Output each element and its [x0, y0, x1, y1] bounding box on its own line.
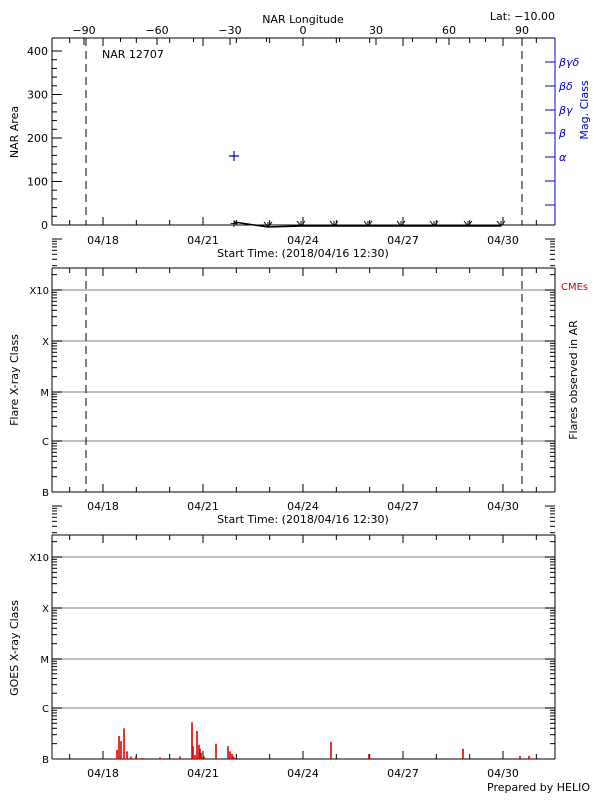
class-tick-label: M — [40, 388, 49, 399]
longitude-tick-label: 90 — [515, 24, 529, 37]
mag-class-label: βγδ — [558, 56, 580, 69]
class-tick-label: X — [42, 604, 49, 615]
class-tick-label: B — [42, 488, 49, 499]
x-tick-label: 04/24 — [287, 234, 319, 247]
longitude-tick-label: −60 — [145, 24, 168, 37]
region-title: NAR 12707 — [102, 48, 164, 61]
y-tick-label: 300 — [27, 89, 48, 102]
mag-class-label: α — [559, 151, 567, 164]
cme-legend: CMEs — [561, 282, 588, 293]
mag-class-label: β — [558, 127, 566, 140]
x-tick-label: 04/30 — [487, 767, 519, 780]
flare-class-axis-title: Flare X-ray Class — [8, 334, 21, 426]
x-tick-label: 04/24 — [287, 500, 319, 513]
x-tick-label: 04/30 — [487, 500, 519, 513]
x-tick-label: 04/21 — [187, 500, 219, 513]
x-tick-label: 04/18 — [87, 500, 119, 513]
y-tick-label: 200 — [27, 132, 48, 145]
nar-area-axis-title: NAR Area — [8, 106, 21, 158]
top-axis-title: NAR Longitude — [262, 13, 344, 26]
class-tick-label: X — [42, 337, 49, 348]
x-tick-label: 04/30 — [487, 234, 519, 247]
class-tick-label: C — [42, 704, 49, 715]
mag-class-label: βγ — [558, 104, 573, 117]
longitude-tick-label: 0 — [300, 24, 307, 37]
longitude-tick-label: −90 — [72, 24, 95, 37]
longitude-tick-label: 60 — [442, 24, 456, 37]
y-tick-label: 400 — [27, 45, 48, 58]
svg-text:+: + — [229, 217, 238, 230]
y-tick-label: 100 — [27, 176, 48, 189]
longitude-tick-label: −30 — [218, 24, 241, 37]
start-time-label: Start Time: (2018/04/16 12:30) — [217, 513, 389, 526]
x-tick-label: 04/27 — [387, 500, 419, 513]
longitude-tick-label: 30 — [369, 24, 383, 37]
class-tick-label: X10 — [29, 553, 49, 564]
x-tick-label: 04/18 — [87, 234, 119, 247]
x-tick-label: 04/21 — [187, 767, 219, 780]
x-tick-label: 04/27 — [387, 234, 419, 247]
goes-class-axis-title: GOES X-ray Class — [8, 600, 21, 696]
class-tick-label: M — [40, 655, 49, 666]
class-tick-label: C — [42, 437, 49, 448]
class-tick-label: B — [42, 755, 49, 766]
footer-credit: Prepared by HELIO — [487, 781, 590, 794]
class-tick-label: X10 — [29, 286, 49, 297]
mag-class-axis-title: Mag. Class — [578, 80, 591, 139]
x-tick-label: 04/18 — [87, 767, 119, 780]
mag-class-label: βδ — [558, 80, 573, 93]
y-tick-label: 0 — [41, 219, 48, 232]
flares-observed-axis-title: Flares observed in AR — [567, 320, 580, 440]
latitude-label: Lat: −10.00 — [490, 10, 555, 23]
mag-class-marker — [229, 151, 239, 161]
x-tick-label: 04/21 — [187, 234, 219, 247]
start-time-label: Start Time: (2018/04/16 12:30) — [217, 247, 389, 260]
x-tick-label: 04/27 — [387, 767, 419, 780]
x-tick-label: 04/24 — [287, 767, 319, 780]
